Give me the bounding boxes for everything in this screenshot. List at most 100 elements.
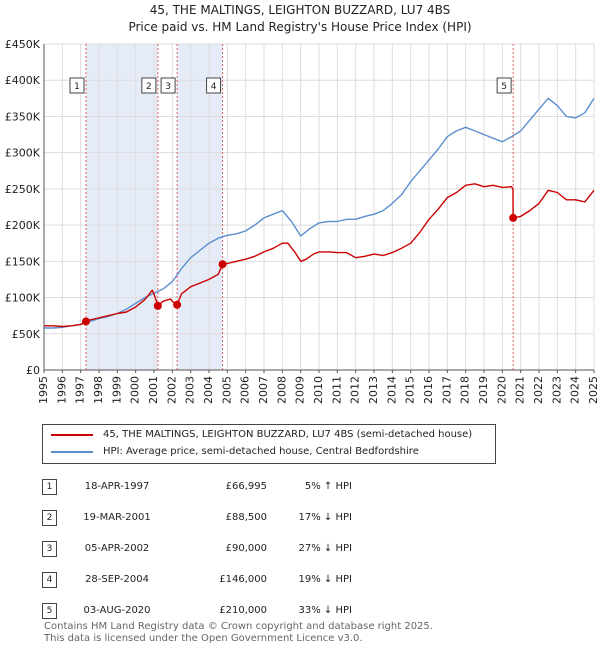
sale-marker-label-3: 3 (165, 82, 171, 92)
sale-price: £66,995 (225, 481, 267, 492)
sale-number-cell: 5 (42, 595, 57, 626)
sale-date: 18-APR-1997 (84, 481, 150, 492)
shaded-period-2 (177, 44, 223, 370)
x-tick-label: 2012 (349, 376, 362, 404)
y-tick-label: £450K (5, 38, 41, 51)
sale-number: 5 (42, 602, 57, 619)
x-tick-label: 2004 (202, 376, 215, 404)
sale-hpi-diff: 17% ↓ HPI (298, 512, 352, 523)
x-tick-label: 2005 (220, 376, 233, 404)
x-tick-label: 1996 (55, 376, 68, 404)
hpi-line (44, 97, 595, 329)
y-tick-label: £200K (5, 219, 41, 232)
sale-hpi-diff: 33% ↓ HPI (298, 605, 352, 616)
chart-subtitle: Price paid vs. HM Land Registry's House … (128, 20, 472, 34)
sale-hpi-diff: 19% ↓ HPI (298, 574, 352, 585)
x-tick-label: 2003 (184, 376, 197, 404)
sale-marker-label-1: 1 (74, 82, 80, 92)
sale-row: 1 18-APR-1997 £66,995 5% ↑ HPI (42, 471, 352, 502)
sale-marker-box-1 (69, 77, 85, 94)
sale-price: £210,000 (219, 605, 267, 616)
sale-point-3 (173, 300, 182, 309)
sale-hpi-diff: 27% ↓ HPI (298, 543, 352, 554)
sale-number: 1 (42, 478, 57, 495)
x-tick-label: 2019 (477, 376, 490, 404)
sale-row: 4 28-SEP-2004 £146,000 19% ↓ HPI (42, 564, 352, 595)
x-tick-label: 2001 (147, 376, 160, 404)
x-tick-label: 2008 (275, 376, 288, 404)
sale-point-5 (509, 213, 518, 222)
x-tick-label: 1995 (37, 376, 50, 404)
sale-point-4 (218, 260, 227, 269)
x-tick-label: 2020 (495, 376, 508, 404)
sale-hpi-diff: 5% ↑ HPI (304, 481, 352, 492)
sale-price: £90,000 (225, 543, 267, 554)
y-tick-label: £50K (12, 328, 41, 341)
sale-number: 3 (42, 540, 57, 557)
sale-row: 2 19-MAR-2001 £88,500 17% ↓ HPI (42, 502, 352, 533)
x-tick-label: 1999 (110, 376, 123, 404)
legend-swatch-property (51, 434, 93, 436)
sale-row: 3 05-APR-2002 £90,000 27% ↓ HPI (42, 533, 352, 564)
sale-marker-label-4: 4 (211, 82, 217, 92)
chart-legend: 45, THE MALTINGS, LEIGHTON BUZZARD, LU7 … (42, 424, 496, 464)
x-tick-label: 2023 (550, 376, 563, 404)
legend-swatch-hpi (51, 451, 93, 453)
x-tick-label: 2021 (514, 376, 527, 404)
sale-number: 4 (42, 571, 57, 588)
sale-marker-box-5 (496, 77, 512, 94)
footer-copyright: Contains HM Land Registry data © Crown c… (44, 621, 433, 632)
y-tick-label: £0 (26, 364, 40, 377)
property-price-line (44, 183, 595, 328)
x-tick-label: 2016 (422, 376, 435, 404)
sale-price: £88,500 (225, 512, 267, 523)
shaded-period-1 (85, 44, 158, 370)
x-tick-label: 2011 (330, 376, 343, 404)
sale-number-cell: 3 (42, 533, 57, 564)
sales-table: 1 18-APR-1997 £66,995 5% ↑ HPI 2 19-MAR-2001 £… (42, 471, 352, 626)
sale-marker-box-2 (141, 77, 157, 94)
sale-date: 03-AUG-2020 (83, 605, 151, 616)
y-tick-label: £300K (5, 147, 41, 160)
price-chart: 1 2 3 4 5 £0 £50K £100K £150K £200K £250K £300K £35… (5, 38, 600, 404)
sale-row: 5 03-AUG-2020 £210,000 33% ↓ HPI (42, 595, 352, 626)
chart-title: 45, THE MALTINGS, LEIGHTON BUZZARD, LU7 … (149, 3, 451, 17)
sale-number-cell: 1 (42, 471, 57, 502)
legend-item-property: 45, THE MALTINGS, LEIGHTON BUZZARD, LU7 … (51, 427, 472, 443)
y-tick-label: £150K (5, 255, 41, 268)
x-tick-label: 2009 (294, 376, 307, 404)
sale-marker-label-2: 2 (146, 82, 152, 92)
x-tick-label: 2017 (440, 376, 453, 404)
sale-date: 28-SEP-2004 (85, 574, 149, 585)
y-tick-label: £400K (5, 74, 41, 87)
x-tick-label: 2018 (459, 376, 472, 404)
sale-point-2 (153, 301, 162, 310)
sale-marker-box-3 (160, 77, 176, 94)
sale-number-cell: 4 (42, 564, 57, 595)
y-tick-label: £350K (5, 110, 41, 123)
x-tick-label: 2024 (569, 376, 582, 404)
footer-licence: This data is licensed under the Open Gov… (44, 633, 363, 644)
sale-number: 2 (42, 509, 57, 526)
x-tick-label: 2007 (257, 376, 270, 404)
sale-price: £146,000 (219, 574, 267, 585)
sale-date: 05-APR-2002 (84, 543, 150, 554)
sale-point-1 (81, 317, 90, 326)
x-tick-label: 2000 (129, 376, 142, 404)
x-tick-label: 2022 (532, 376, 545, 404)
sale-number-cell: 2 (42, 502, 57, 533)
legend-item-hpi: HPI: Average price, semi-detached house,… (51, 444, 419, 460)
sale-marker-label-5: 5 (501, 82, 507, 92)
sale-date: 19-MAR-2001 (83, 512, 151, 523)
x-tick-label: 2014 (385, 376, 398, 404)
x-tick-label: 2010 (312, 376, 325, 404)
x-tick-label: 1998 (92, 376, 105, 404)
x-tick-label: 2015 (404, 376, 417, 404)
x-tick-label: 2013 (367, 376, 380, 404)
sale-marker-box-4 (206, 77, 222, 94)
legend-label-hpi: HPI: Average price, semi-detached house,… (103, 446, 419, 457)
y-tick-label: £100K (5, 292, 41, 305)
x-tick-label: 2025 (587, 376, 600, 404)
x-tick-label: 2002 (165, 376, 178, 404)
x-tick-label: 1997 (74, 376, 87, 404)
